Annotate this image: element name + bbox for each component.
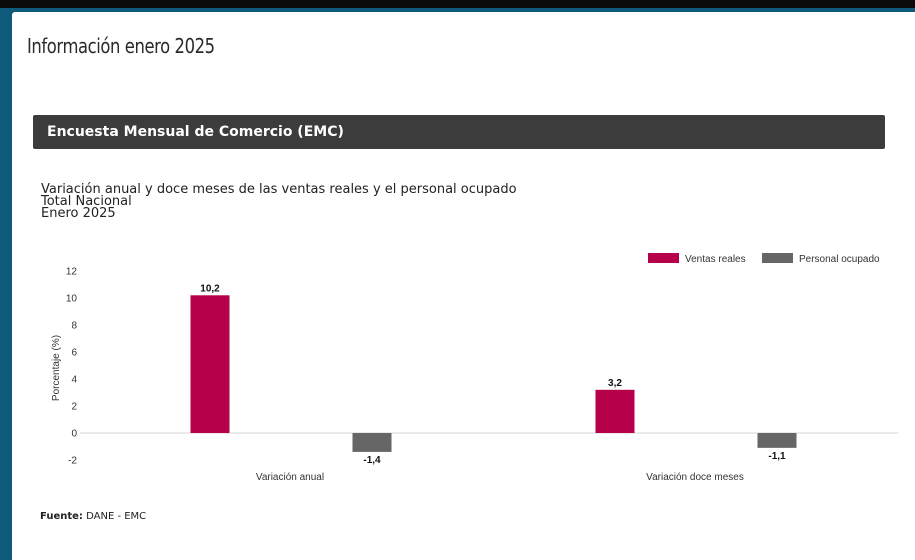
section-header-label: Encuesta Mensual de Comercio (EMC) <box>47 124 344 140</box>
source-label: Fuente: <box>40 511 83 522</box>
bar-ventas-reales <box>190 295 230 433</box>
legend-label-ventas-reales: Ventas reales <box>685 254 746 265</box>
y-tick-label: 10 <box>66 294 78 305</box>
y-tick-label: -2 <box>68 456 77 467</box>
bar-personal-ocupado <box>757 433 797 448</box>
data-label: -1,1 <box>768 451 786 462</box>
data-label: -1,4 <box>363 455 381 466</box>
legend-swatch-ventas-reales <box>648 253 679 263</box>
y-tick-label: 2 <box>71 402 77 413</box>
category-label: Variación anual <box>256 472 324 483</box>
bar-personal-ocupado <box>352 433 392 452</box>
y-tick-label: 8 <box>71 321 77 332</box>
y-axis-ticks: 12 10 8 6 4 2 0 -2 <box>66 267 78 467</box>
y-axis-label: Porcentaje (%) <box>51 335 62 401</box>
window-top-bar <box>0 0 915 8</box>
category-labels: Variación anual Variación doce meses <box>256 472 744 483</box>
legend-swatch-personal-ocupado <box>762 253 793 263</box>
category-label: Variación doce meses <box>646 472 744 483</box>
bar-chart: Ventas reales Personal ocupado Porcentaj… <box>51 253 898 483</box>
source-note: Fuente: DANE - EMC <box>40 511 146 522</box>
bar-ventas-reales <box>595 389 635 433</box>
y-tick-label: 12 <box>66 267 78 278</box>
chart-title: Variación anual y doce meses de las vent… <box>41 182 517 197</box>
chart-subtitle-1: Total Nacional <box>41 194 132 209</box>
y-tick-label: 4 <box>71 375 77 386</box>
legend: Ventas reales Personal ocupado <box>648 253 880 265</box>
content-card <box>12 12 915 560</box>
data-label: 3,2 <box>608 378 622 389</box>
legend-label-personal-ocupado: Personal ocupado <box>799 254 880 265</box>
section-header: Encuesta Mensual de Comercio (EMC) <box>33 115 885 149</box>
y-tick-label: 0 <box>71 429 77 440</box>
y-tick-label: 6 <box>71 348 77 359</box>
page-title: Información enero 2025 <box>27 34 215 58</box>
data-label: 10,2 <box>200 283 220 294</box>
source-value: DANE - EMC <box>82 511 147 522</box>
chart-subtitle-2: Enero 2025 <box>41 206 116 221</box>
bars: 10,2 -1,4 3,2 -1,1 <box>190 283 797 466</box>
